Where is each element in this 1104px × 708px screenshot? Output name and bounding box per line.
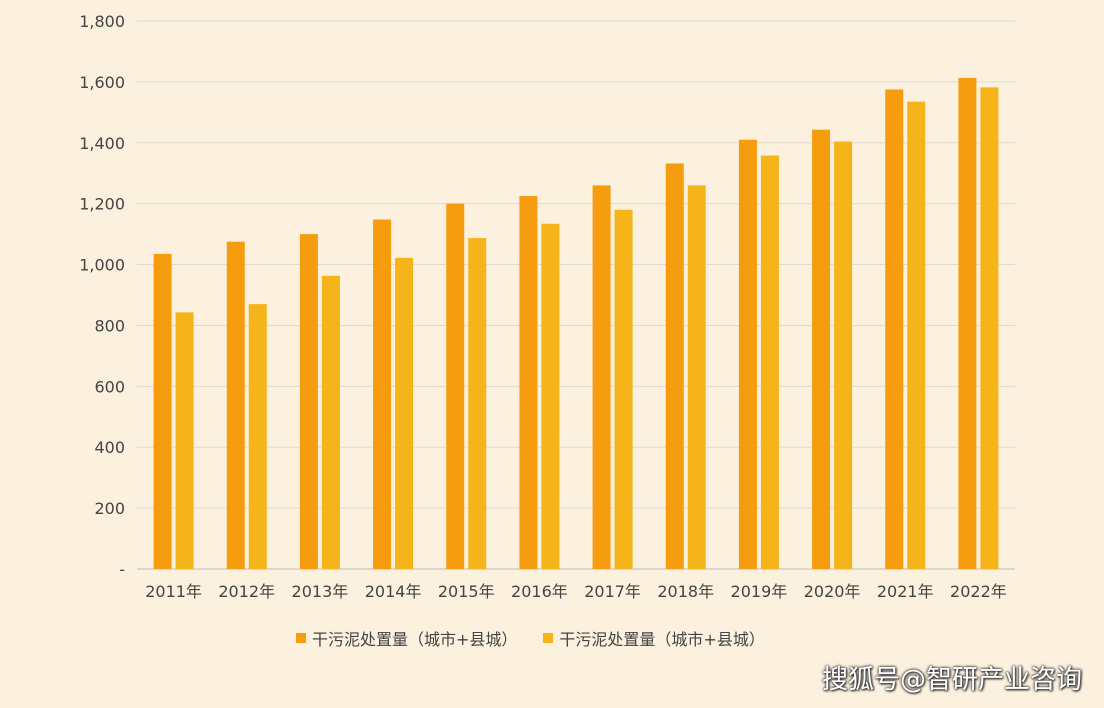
x-tick-label: 2012年 (218, 582, 275, 601)
bar-series-2-2014年 (395, 257, 414, 569)
x-tick-label: 2017年 (584, 582, 641, 601)
bar-series-1-2021年 (885, 89, 904, 569)
y-tick-label: 1,000 (79, 256, 125, 275)
bar-series-2-2020年 (834, 141, 853, 569)
legend-swatch-series-2 (543, 633, 554, 643)
legend: 干污泥处置量（城市+县城） 干污泥处置量（城市+县城） (296, 626, 791, 650)
bar-series-1-2012年 (226, 241, 245, 569)
y-tick-label: 400 (94, 438, 125, 457)
y-tick-label: 800 (94, 316, 125, 335)
bar-series-2-2015年 (468, 238, 487, 569)
bar-series-2-2021年 (907, 101, 926, 569)
bar-series-1-2019年 (738, 139, 757, 569)
bar-series-1-2017年 (592, 185, 611, 569)
y-tick-label: 1,200 (79, 195, 125, 214)
bar-series-1-2022年 (958, 77, 977, 569)
legend-label-series-1: 干污泥处置量（城市+县城） (312, 630, 518, 649)
y-tick-label: 200 (94, 499, 125, 518)
y-tick-label: 1,400 (79, 134, 125, 153)
y-tick-label: 1,800 (79, 12, 125, 31)
bar-series-1-2020年 (812, 129, 831, 570)
bar-series-2-2016年 (541, 223, 560, 569)
x-tick-label: 2022年 (950, 582, 1007, 601)
bar-series-2-2022年 (980, 87, 999, 569)
x-tick-label: 2018年 (657, 582, 714, 601)
x-tick-label: 2016年 (511, 582, 568, 601)
y-tick-label: 1,600 (79, 73, 125, 92)
x-tick-label: 2013年 (292, 582, 349, 601)
x-axis-tick-labels: 2011年 2012年 2013年 2014年 2015年 2016年 2017年 2018年… (145, 582, 1007, 601)
legend-swatch-series-1 (296, 633, 306, 643)
legend-item-series-1: 干污泥处置量（城市+县城） (296, 626, 517, 650)
x-tick-label: 2019年 (731, 582, 788, 601)
y-tick-label: 600 (94, 377, 125, 396)
x-tick-label: 2021年 (877, 582, 934, 601)
bar-series-1-2014年 (373, 219, 392, 569)
bar-series-2-2017年 (614, 209, 633, 569)
x-tick-label: 2015年 (438, 582, 495, 601)
legend-label-series-2: 干污泥处置量（城市+县城） (559, 630, 765, 649)
legend-item-series-2: 干污泥处置量（城市+县城） (543, 626, 765, 650)
bar-series-2-2019年 (760, 155, 779, 569)
bar-series-1-2015年 (446, 203, 465, 569)
bar-series-1-2018年 (665, 163, 684, 570)
bar-series-2-2012年 (248, 304, 267, 569)
y-tick-label: - (119, 560, 125, 579)
bar-series-1-2013年 (299, 234, 318, 569)
bars (153, 77, 999, 570)
bar-series-2-2013年 (321, 275, 340, 569)
x-tick-label: 2020年 (804, 582, 861, 601)
y-axis-tick-labels: - 200 400 600 800 1,000 1,200 1,400 1,600 1,800 (79, 12, 125, 579)
bar-series-2-2011年 (175, 312, 194, 569)
watermark: 搜狐号@智研产业咨询 (821, 665, 1082, 695)
x-tick-label: 2011年 (145, 582, 202, 601)
bar-series-2-2018年 (687, 185, 706, 569)
bar-series-1-2016年 (519, 196, 538, 570)
gridlines (137, 20, 1015, 570)
bar-series-1-2011年 (153, 253, 172, 569)
x-tick-label: 2014年 (365, 582, 422, 601)
